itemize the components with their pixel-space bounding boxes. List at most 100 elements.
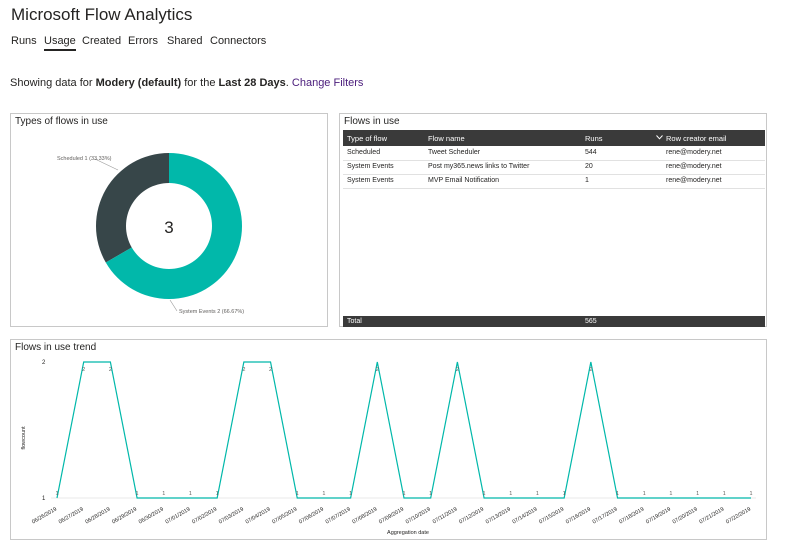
x-tick-label: 07/07/2019 (325, 507, 352, 526)
change-filters-link[interactable]: Change Filters (291, 77, 364, 89)
flows-in-use-panel: Flows in use Type of flow Flow name Runs… (339, 113, 767, 327)
x-tick-label: 07/17/2019 (592, 507, 619, 526)
tab-runs[interactable]: Runs (11, 35, 37, 47)
x-axis-label: Aggregation date (387, 530, 429, 536)
data-label: 2 (82, 367, 85, 373)
cell-email: rene@modery.net (666, 163, 722, 170)
x-tick-label: 07/01/2019 (165, 507, 192, 526)
data-label: 1 (402, 491, 405, 497)
data-label: 1 (536, 491, 539, 497)
filter-summary: Showing data for Modery (default) for th… (10, 77, 363, 89)
y-axis-label: flowcount (21, 426, 27, 450)
cell-type: System Events (347, 177, 394, 184)
x-tick-label: 07/19/2019 (645, 507, 672, 526)
trend-series-line (56, 361, 751, 499)
y-tick-label: 1 (42, 496, 46, 502)
data-label: 2 (109, 367, 112, 373)
trend-chart: 2 1 1 2 2 1 1 1 1 2 2 1 1 1 2 1 1 2 1 1 1 1 2 1 1 1 1 1 1 06/26/201… (21, 360, 756, 536)
tab-created[interactable]: Created (82, 35, 122, 47)
donut-slice-scheduled[interactable] (96, 153, 169, 263)
x-tick-label: 06/26/2019 (31, 507, 58, 526)
cell-email: rene@modery.net (666, 149, 722, 156)
cell-runs: 1 (585, 177, 589, 184)
cell-type: Scheduled (347, 149, 381, 156)
col-runs[interactable]: Runs (585, 134, 603, 143)
data-label: 2 (376, 367, 379, 373)
filter-prefix: Showing data for (10, 77, 93, 89)
col-email[interactable]: Row creator email (666, 134, 727, 143)
x-tick-label: 06/29/2019 (111, 507, 138, 526)
total-runs: 565 (585, 318, 597, 325)
donut-title: Types of flows in use (15, 116, 108, 127)
tab-connectors[interactable]: Connectors (210, 35, 267, 47)
data-label: 1 (643, 491, 646, 497)
x-tick-label: 07/18/2019 (618, 507, 645, 526)
slice-label-system: System Events 2 (66.67%) (179, 309, 244, 315)
x-tick-label: 07/12/2019 (458, 507, 485, 526)
data-label: 1 (563, 491, 566, 497)
cell-runs: 20 (585, 163, 593, 170)
x-tick-label: 06/27/2019 (58, 507, 85, 526)
data-label: 1 (296, 491, 299, 497)
data-label: 1 (669, 491, 672, 497)
x-tick-label: 07/15/2019 (538, 507, 565, 526)
data-label: 1 (349, 491, 352, 497)
data-label: 1 (136, 491, 139, 497)
filter-suffix: . (285, 77, 289, 89)
data-label: 2 (242, 367, 245, 373)
x-tick-label: 07/09/2019 (378, 507, 405, 526)
data-label: 1 (616, 491, 619, 497)
data-label: 1 (509, 491, 512, 497)
data-label: 1 (216, 491, 219, 497)
data-label: 1 (696, 491, 699, 497)
y-tick-label: 2 (42, 360, 46, 366)
x-tick-label: 06/30/2019 (138, 507, 165, 526)
data-label: 1 (429, 491, 432, 497)
filter-period: Last 28 Days (218, 77, 286, 89)
x-tick-label: 07/10/2019 (405, 507, 432, 526)
donut-chart: 3 Scheduled 1 (33.33%) System Events 2 (… (57, 153, 244, 315)
col-type[interactable]: Type of flow (347, 134, 388, 143)
x-tick-label: 07/04/2019 (245, 507, 272, 526)
table-row[interactable]: System Events Post my365.news links to T… (343, 160, 765, 175)
data-label: 1 (162, 491, 165, 497)
data-label: 1 (483, 491, 486, 497)
cell-flow-name: Tweet Scheduler (428, 149, 481, 156)
data-label: 1 (723, 491, 726, 497)
cell-flow-name: MVP Email Notification (428, 177, 500, 184)
tab-errors[interactable]: Errors (128, 35, 158, 47)
x-tick-label: 07/02/2019 (191, 507, 218, 526)
cell-runs: 544 (585, 149, 597, 156)
x-tick-label: 07/06/2019 (298, 507, 325, 526)
x-tick-label: 07/22/2019 (725, 507, 752, 526)
x-tick-label: 07/16/2019 (565, 507, 592, 526)
donut-center-value: 3 (164, 218, 173, 237)
x-tick-label: 07/03/2019 (218, 507, 245, 526)
x-tick-label: 07/20/2019 (672, 507, 699, 526)
table-total-row: Total 565 (343, 316, 765, 327)
data-label: 2 (589, 367, 592, 373)
col-flow-name[interactable]: Flow name (428, 134, 465, 143)
donut-slice-system-events[interactable] (105, 153, 243, 299)
data-label: 2 (269, 367, 272, 373)
data-label: 1 (749, 491, 752, 497)
x-tick-label: 06/28/2019 (85, 507, 112, 526)
x-tick-label: 07/21/2019 (698, 507, 725, 526)
tab-usage[interactable]: Usage (44, 35, 76, 51)
cell-email: rene@modery.net (666, 177, 722, 184)
cell-type: System Events (347, 163, 394, 170)
total-label: Total (347, 318, 362, 325)
x-tick-label: 07/14/2019 (512, 507, 539, 526)
data-label: 1 (55, 491, 58, 497)
chevron-down-icon[interactable] (656, 135, 663, 140)
table-row[interactable]: System Events MVP Email Notification 1 r… (343, 174, 765, 189)
types-of-flows-panel: Types of flows in use 3 Scheduled 1 (33.… (10, 113, 328, 327)
cell-flow-name: Post my365.news links to Twitter (428, 163, 530, 170)
trend-title: Flows in use trend (15, 342, 97, 353)
x-tick-label: 07/13/2019 (485, 507, 512, 526)
flows-trend-panel: Flows in use trend 2 1 1 2 2 1 1 1 1 2 2 1 1 1 2 1 1 2 1 1… (10, 339, 767, 540)
app-title: Microsoft Flow Analytics (11, 5, 193, 24)
x-tick-label: 07/05/2019 (271, 507, 298, 526)
tab-shared[interactable]: Shared (167, 35, 203, 47)
table-row[interactable]: Scheduled Tweet Scheduler 544 rene@moder… (343, 146, 765, 161)
